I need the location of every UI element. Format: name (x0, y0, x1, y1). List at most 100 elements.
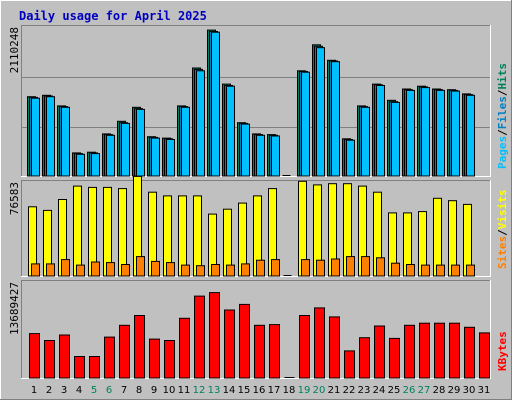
bar-sites-day-16 (256, 259, 265, 277)
bar-pages-day-30 (466, 94, 475, 177)
bar-kbytes-day-8 (134, 315, 145, 379)
bar-kbytes-day-17 (269, 324, 280, 379)
day-label-11: 11 (178, 385, 191, 396)
bar-kbytes-day-7 (119, 324, 130, 379)
bar-pages-day-11 (181, 106, 190, 177)
day-label-20: 20 (313, 385, 326, 396)
bar-pages-day-25 (391, 101, 400, 177)
legend-entry: Visits (496, 190, 509, 230)
bar-pages-day-6 (106, 134, 115, 177)
day-label-15: 15 (238, 385, 251, 396)
bar-visits-day-28 (433, 197, 442, 277)
day-labels: 1 2 3 4 5 6 7 8 9 10 11 12 13 14 15 16 17 18 19 20 21 22 23 24 2… (31, 385, 491, 396)
day-label-17: 17 (268, 385, 281, 396)
bar-pages-day-12 (196, 70, 205, 177)
bar-kbytes-day-3 (59, 334, 70, 379)
bar-kbytes-day-31 (479, 332, 490, 379)
day-label-5: 5 (91, 385, 97, 396)
legend-separator: / (496, 229, 509, 236)
day-label-27: 27 (418, 385, 431, 396)
bar-kbytes-day-30 (464, 326, 475, 379)
legend-entry: Sites (496, 236, 509, 269)
bar-pages-day-27 (421, 87, 430, 177)
bar-sites-day-19 (301, 259, 310, 277)
bar-kbytes-day-20 (314, 307, 325, 379)
bar-sites-day-21 (331, 258, 340, 277)
bar-pages-day-17 (271, 135, 280, 177)
bar-kbytes-day-26 (404, 324, 415, 379)
day-label-8: 8 (136, 385, 142, 396)
bar-sites-day-12 (196, 265, 205, 277)
day-label-10: 10 (163, 385, 176, 396)
bar-pages-day-20 (316, 47, 325, 177)
panel-kbytes: 13689427 KBytes (8, 280, 509, 379)
bar-kbytes-day-28 (434, 322, 445, 379)
day-label-26: 26 (403, 385, 416, 396)
bar-sites-day-5 (91, 261, 100, 277)
bar-sites-day-17 (271, 259, 280, 277)
bar-pages-day-9 (151, 137, 160, 177)
bar-pages-day-16 (256, 134, 265, 177)
bar-pages-day-5 (91, 153, 100, 177)
bar-kbytes-day-12 (194, 295, 205, 379)
bar-sites-day-8 (136, 256, 145, 277)
day-label-3: 3 (61, 385, 67, 396)
bar-pages-day-4 (76, 153, 85, 177)
bar-sites-day-25 (391, 262, 400, 277)
day-label-25: 25 (388, 385, 401, 396)
chart-panels: 2110248Pages/Files/Hits76583Sites/Visits… (8, 25, 509, 379)
bar-sites-day-6 (106, 262, 115, 277)
day-label-21: 21 (328, 385, 341, 396)
bar-sites-day-24 (376, 257, 385, 277)
bar-kbytes-day-2 (44, 340, 55, 379)
day-label-14: 14 (223, 385, 236, 396)
day-label-13: 13 (208, 385, 221, 396)
legend-hits-files-pages: Pages/Files/Hits (496, 63, 509, 169)
day-label-2: 2 (46, 385, 52, 396)
bar-kbytes-day-4 (74, 356, 85, 379)
bar-sites-day-9 (151, 260, 160, 277)
day-label-22: 22 (343, 385, 356, 396)
bar-visits-day-4 (73, 185, 82, 277)
bar-pages-day-23 (361, 106, 370, 177)
bar-visits-day-11 (178, 195, 187, 277)
bar-pages-day-10 (166, 139, 175, 177)
day-label-23: 23 (358, 385, 371, 396)
bar-sites-day-1 (31, 263, 40, 277)
scale-label: 76583 (8, 182, 21, 215)
bar-kbytes-day-19 (299, 315, 310, 379)
bar-pages-day-24 (376, 85, 385, 177)
bar-sites-day-20 (316, 259, 325, 277)
legend-entry: Hits (496, 63, 509, 90)
chart-title: Daily usage for April 2025 (19, 9, 207, 23)
bar-kbytes-day-11 (179, 317, 190, 379)
scale-label: 2110248 (8, 27, 21, 73)
bar-pages-day-26 (406, 89, 415, 177)
bar-pages-day-15 (241, 123, 250, 177)
bar-pages-day-14 (226, 85, 235, 177)
day-label-18: 18 (283, 385, 296, 396)
bar-sites-day-28 (436, 264, 445, 277)
legend-kbytes: KBytes (496, 331, 509, 371)
bar-pages-day-28 (436, 89, 445, 177)
bar-sites-day-29 (451, 264, 460, 277)
legend-visits-sites: Sites/Visits (496, 190, 509, 270)
bar-kbytes-day-9 (149, 338, 160, 379)
bar-kbytes-day-6 (104, 336, 115, 379)
day-label-6: 6 (106, 385, 112, 396)
scale-label: 13689427 (8, 282, 21, 335)
day-label-19: 19 (298, 385, 311, 396)
bar-sites-day-10 (166, 262, 175, 277)
bar-pages-day-1 (31, 97, 40, 177)
legend-separator: / (496, 129, 509, 136)
day-label-29: 29 (448, 385, 461, 396)
bar-kbytes-day-1 (29, 333, 40, 379)
bar-kbytes-day-29 (449, 322, 460, 379)
bar-kbytes-day-25 (389, 337, 400, 379)
day-label-7: 7 (121, 385, 127, 396)
bar-pages-day-19 (301, 71, 310, 177)
day-label-16: 16 (253, 385, 266, 396)
bar-sites-day-4 (76, 264, 85, 277)
bar-sites-day-7 (121, 264, 130, 277)
legend-entry: Files (496, 96, 509, 129)
